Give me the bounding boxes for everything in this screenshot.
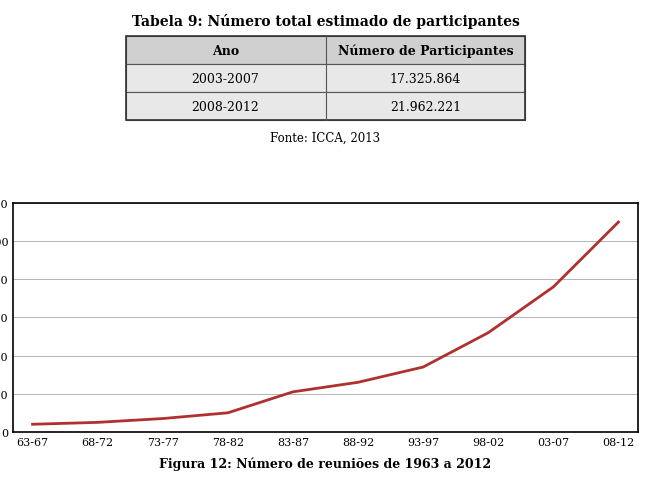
Text: Ano: Ano xyxy=(212,45,239,58)
Text: Fonte: ICCA, 2013: Fonte: ICCA, 2013 xyxy=(270,131,381,144)
Text: Número de Participantes: Número de Participantes xyxy=(338,45,513,58)
Text: 2008-2012: 2008-2012 xyxy=(191,101,259,114)
FancyBboxPatch shape xyxy=(126,65,525,93)
Text: 2003-2007: 2003-2007 xyxy=(191,72,259,85)
Text: Figura 12: Número de reuniões de 1963 a 2012: Figura 12: Número de reuniões de 1963 a … xyxy=(159,457,492,470)
FancyBboxPatch shape xyxy=(126,93,525,121)
FancyBboxPatch shape xyxy=(126,37,525,65)
Text: Tabela 9: Número total estimado de participantes: Tabela 9: Número total estimado de parti… xyxy=(132,14,519,29)
Text: 17.325.864: 17.325.864 xyxy=(390,72,461,85)
Text: 21.962.221: 21.962.221 xyxy=(390,101,461,114)
